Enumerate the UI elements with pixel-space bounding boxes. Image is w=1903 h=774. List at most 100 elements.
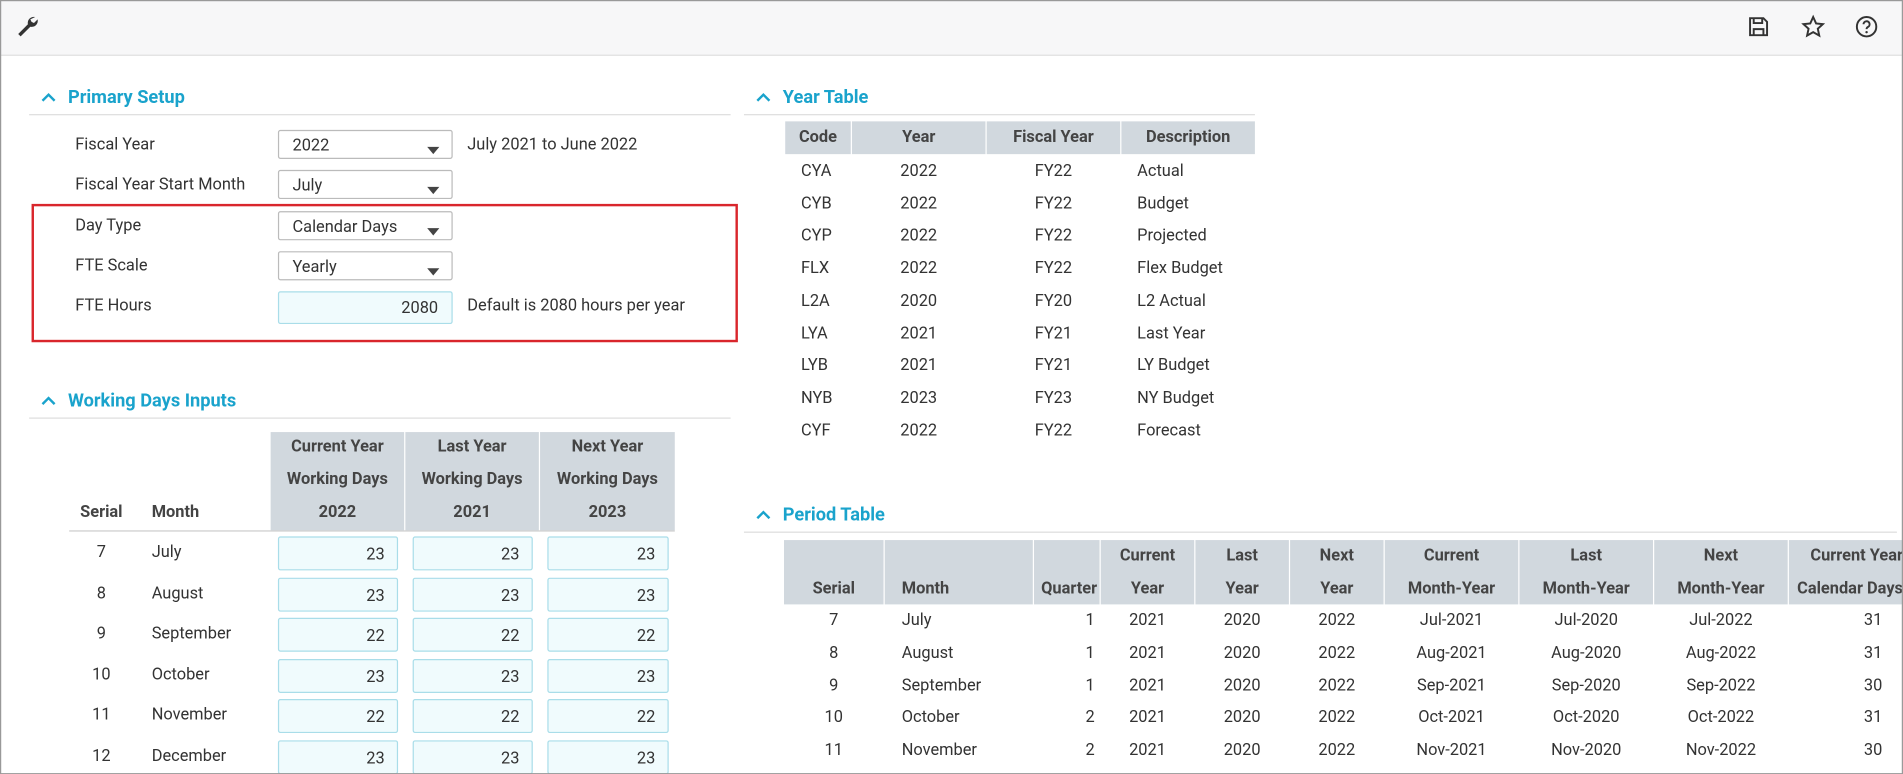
column-header: 2022 [318,502,357,522]
table-cell: FY21 [1034,355,1073,376]
table-cell: November [901,740,977,760]
table-cell: CYA [801,161,832,181]
days-input[interactable]: 23 [412,658,533,693]
table-cell: 2020 [1223,642,1261,663]
table-cell: LYA [801,323,828,343]
column-header: Working Days [286,469,388,490]
month-cell: December [151,745,227,766]
table-cell: 2 [1085,708,1095,728]
help-icon[interactable] [1854,15,1878,39]
table-cell: 2021 [1129,708,1166,728]
column-header: 2021 [453,502,491,522]
table-cell: 2020 [1223,708,1261,728]
days-input[interactable]: 22 [277,699,399,734]
column-header: Serial [812,578,855,599]
column-header: Serial [80,502,123,522]
table-cell: 8 [829,642,839,663]
table-cell: October [901,708,960,728]
table-cell: Last Year [1137,323,1206,343]
field-label: Day Type [75,216,142,236]
favorite-icon[interactable] [1801,14,1826,39]
table-cell: 2020 [1223,675,1261,695]
table-cell: 10 [824,708,843,728]
table-cell: 1 [1085,610,1095,630]
table-cell: 2 [1085,740,1095,760]
header-divider [69,530,675,532]
table-cell: NYB [801,388,833,408]
table-cell: Jul-2021 [1419,610,1484,630]
days-input[interactable]: 23 [277,536,399,571]
serial-cell: 10 [92,664,111,684]
days-input[interactable]: 23 [547,536,669,571]
days-input[interactable]: 23 [547,658,669,693]
column-header: Calendar Days [1797,578,1903,599]
select[interactable]: Calendar Days [277,211,453,241]
table-cell: FY23 [1034,388,1073,408]
save-icon[interactable] [1748,16,1770,38]
serial-cell: 8 [96,583,106,603]
days-input[interactable]: 23 [277,658,399,693]
table-cell: FY22 [1034,161,1073,181]
table-cell: Nov-2021 [1416,740,1487,760]
days-input[interactable]: 22 [412,617,533,652]
days-input[interactable]: 22 [277,617,399,652]
column-header: Description [1121,121,1255,155]
table-cell: L2A [801,291,830,311]
table-cell: 2023 [900,388,938,408]
table-cell: Oct-2021 [1418,708,1485,728]
column-header: Last [1570,546,1603,566]
table-cell: 2022 [900,258,938,279]
table-cell: 31 [1863,642,1883,663]
header-cell-bg [1384,540,1519,605]
select[interactable]: July [277,169,453,200]
days-input[interactable]: 23 [412,739,533,774]
collapse-icon[interactable] [41,92,56,102]
column-header: Month [151,502,200,522]
collapse-icon[interactable] [756,510,771,520]
collapse-icon[interactable] [756,92,771,102]
table-cell: NY Budget [1137,388,1215,408]
column-header: 2023 [588,502,627,522]
field-label: FTE Hours [75,296,152,316]
days-input[interactable]: 22 [547,699,669,734]
days-input[interactable]: 23 [412,577,533,612]
days-input[interactable]: 23 [277,577,399,612]
select[interactable]: 2022 [277,129,453,159]
table-cell: 2022 [1318,675,1356,695]
days-input[interactable]: 22 [547,617,669,652]
header-cell-bg [405,432,539,531]
table-cell: 2021 [1129,642,1166,663]
table-cell: 2020 [1223,610,1261,630]
column-header: Current [1423,546,1480,566]
month-cell: October [151,664,210,684]
section-title: Year Table [782,86,869,109]
settings-icon[interactable] [16,15,40,39]
table-cell: CYB [801,193,832,214]
column-header: Current Year [291,436,384,457]
table-cell: Aug-2021 [1416,642,1487,663]
header-cell-bg [540,432,675,531]
collapse-icon[interactable] [41,396,56,406]
select[interactable]: Yearly [277,251,453,281]
table-cell: Aug-2020 [1551,642,1622,663]
dropdown-caret [427,146,440,155]
dropdown-caret [427,228,440,236]
table-cell: Nov-2022 [1685,740,1757,760]
table-cell: FY22 [1034,226,1073,246]
section-divider [743,114,1255,116]
table-cell: 30 [1863,740,1883,760]
table-cell: Oct-2022 [1687,708,1755,728]
text-input[interactable]: 2080 [277,291,453,325]
month-cell: November [151,705,227,725]
days-input[interactable]: 22 [412,699,533,734]
table-cell: Forecast [1137,420,1201,441]
days-input[interactable]: 23 [412,536,533,571]
section-title: Primary Setup [67,86,185,109]
table-cell: 31 [1863,708,1883,728]
column-header: Next [1319,546,1354,566]
column-header: Month [901,578,950,599]
days-input[interactable]: 23 [547,577,669,612]
column-header: Next Year [571,436,644,457]
table-cell: August [901,642,954,663]
